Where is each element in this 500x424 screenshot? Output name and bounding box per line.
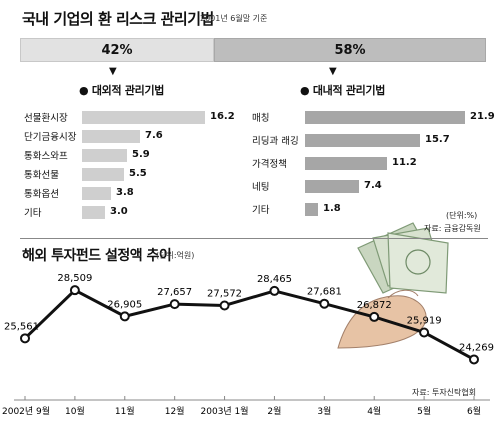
ext-bars-value: 3.0: [110, 206, 128, 217]
share-split-bar: 42% 58%: [20, 38, 486, 62]
x-tick-label: 2002년 9월: [2, 405, 50, 417]
section-divider: [20, 238, 488, 239]
down-arrow-icon: ▼: [329, 66, 337, 77]
data-point: [20, 333, 30, 344]
ext-bars-label: 통화선물: [24, 170, 59, 181]
x-tick-label: 2003년 1월: [201, 405, 249, 417]
ext-bars-label: 선물환시장: [24, 113, 68, 124]
internal-heading: ● 대내적 관리기법: [300, 82, 385, 98]
data-point: [369, 311, 380, 322]
series-line: [23, 288, 475, 361]
internal-share-label: 58%: [334, 42, 366, 58]
down-arrow-icon: ▼: [109, 66, 117, 77]
int-bars-label: 네팅: [252, 182, 270, 193]
int-bars-value: 1.8: [323, 203, 341, 214]
int-bars-value: 7.4: [364, 180, 382, 191]
data-label: 27,657: [157, 287, 192, 298]
int-bars-bar: [305, 180, 359, 193]
data-point: [469, 354, 479, 365]
internal-heading-label: 대내적 관리기법: [312, 84, 386, 97]
data-point: [419, 327, 430, 338]
ext-bars-bar: [82, 149, 127, 162]
external-share-label: 42%: [101, 42, 133, 58]
line-chart-unit: (단위:억원): [156, 251, 195, 260]
data-label: 26,905: [107, 299, 142, 310]
x-tick-label: 5월: [417, 405, 431, 417]
data-label: 28,465: [257, 274, 292, 285]
ext-bars-value: 5.9: [132, 149, 150, 160]
int-bars-label: 매칭: [252, 113, 270, 124]
line-chart-title: 해외 투자펀드 설정액 추이: [22, 248, 172, 264]
int-bars-value: 11.2: [392, 157, 417, 168]
x-tick-label: 3월: [317, 405, 331, 417]
top-title: 국내 기업의 환 리스크 관리기법: [22, 10, 214, 28]
external-share-segment: 42%: [20, 38, 214, 62]
ext-bars-value: 5.5: [129, 168, 147, 179]
bullet-icon: ●: [79, 84, 89, 97]
int-bars-label: 가격정책: [252, 159, 287, 170]
int-bars-bar: [305, 157, 387, 170]
ext-bars-bar: [82, 187, 111, 200]
data-point: [319, 298, 330, 309]
external-heading: ● 대외적 관리기법: [79, 82, 164, 98]
ext-bars-label: 통화옵션: [24, 189, 59, 200]
data-label: 25,919: [407, 315, 442, 326]
x-tick-label: 12월: [165, 405, 185, 417]
x-tick-label: 2월: [267, 405, 281, 417]
ext-bars-label: 단기금융시장: [24, 132, 77, 143]
data-label: 25,561: [4, 321, 39, 332]
ext-bars-bar: [82, 206, 105, 219]
money-illustration: [337, 222, 449, 349]
ext-bars-value: 16.2: [210, 111, 235, 122]
ext-bars-label: 기타: [24, 208, 42, 219]
int-bars-label: 리딩과 래깅: [252, 136, 299, 147]
top-source-note: 자료: 금융감독원: [424, 224, 481, 233]
data-label: 27,572: [207, 288, 242, 299]
internal-share-segment: 58%: [214, 38, 486, 62]
ext-bars-value: 7.6: [145, 130, 163, 141]
data-point: [269, 285, 280, 296]
external-heading-label: 대외적 관리기법: [91, 84, 165, 97]
x-tick-label: 11월: [115, 405, 135, 417]
data-label: 24,269: [459, 342, 494, 353]
data-label: 26,872: [357, 300, 392, 311]
ext-bars-bar: [82, 130, 140, 143]
top-unit-note: (단위:%): [446, 211, 478, 220]
int-bars-bar: [305, 111, 465, 124]
data-point: [169, 299, 180, 310]
ext-bars-bar: [82, 111, 205, 124]
data-label: 27,681: [307, 287, 342, 298]
data-point: [119, 311, 130, 322]
data-point: [219, 300, 230, 311]
x-tick-label: 4월: [367, 405, 381, 417]
x-tick-label: 10월: [65, 405, 85, 417]
bottom-source-note: 자료: 투자신탁협회: [412, 388, 477, 397]
bullet-icon: ●: [300, 84, 310, 97]
int-bars-value: 21.9: [470, 111, 495, 122]
date-note: 2001년 6월말 기준: [200, 14, 268, 23]
int-bars-label: 기타: [252, 205, 270, 216]
int-bars-value: 15.7: [425, 134, 450, 145]
ext-bars-label: 통화스와프: [24, 151, 68, 162]
x-tick-label: 6월: [467, 405, 481, 417]
int-bars-bar: [305, 203, 318, 216]
data-point: [69, 285, 80, 296]
fund-line-chart: 25,561 2002년 9월 28,509 10월 26,905 11월 27,657 12…: [2, 273, 494, 417]
data-label: 28,509: [57, 273, 92, 284]
ext-bars-bar: [82, 168, 124, 181]
int-bars-bar: [305, 134, 420, 147]
ext-bars-value: 3.8: [116, 187, 134, 198]
